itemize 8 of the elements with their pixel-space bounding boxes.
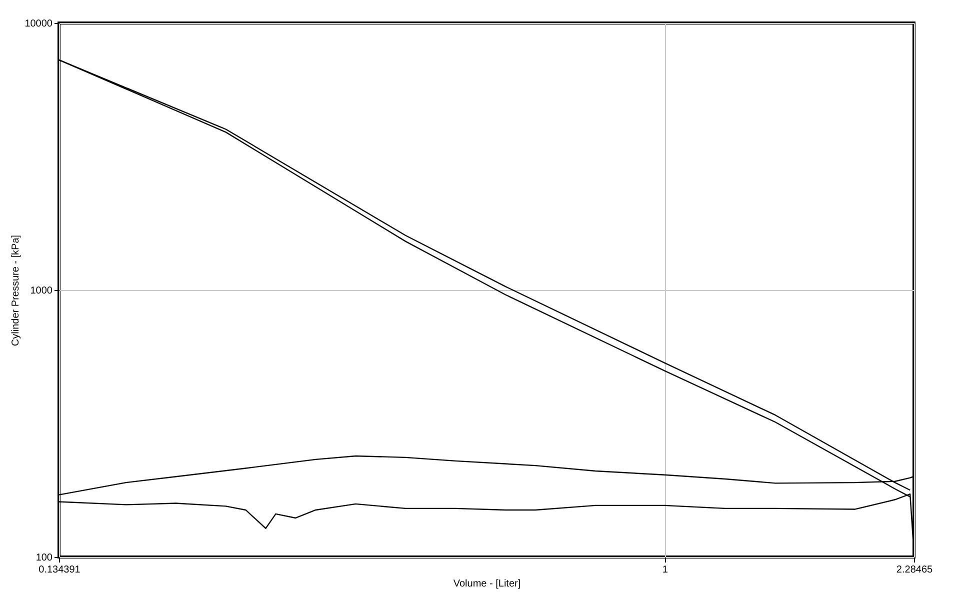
y-tick-label: 100 (36, 552, 53, 564)
x-tick-label: 1 (662, 564, 668, 576)
x-tick-label: 0.134391 (38, 564, 81, 576)
x-axis-title: Volume - [Liter] (453, 578, 521, 590)
x-tick-label: 2.28465 (896, 564, 934, 576)
y-axis-title: Cylinder Pressure - [kPa] (10, 234, 22, 346)
y-tick-label: 1000 (30, 286, 53, 296)
y-tick-label: 10000 (24, 18, 53, 30)
